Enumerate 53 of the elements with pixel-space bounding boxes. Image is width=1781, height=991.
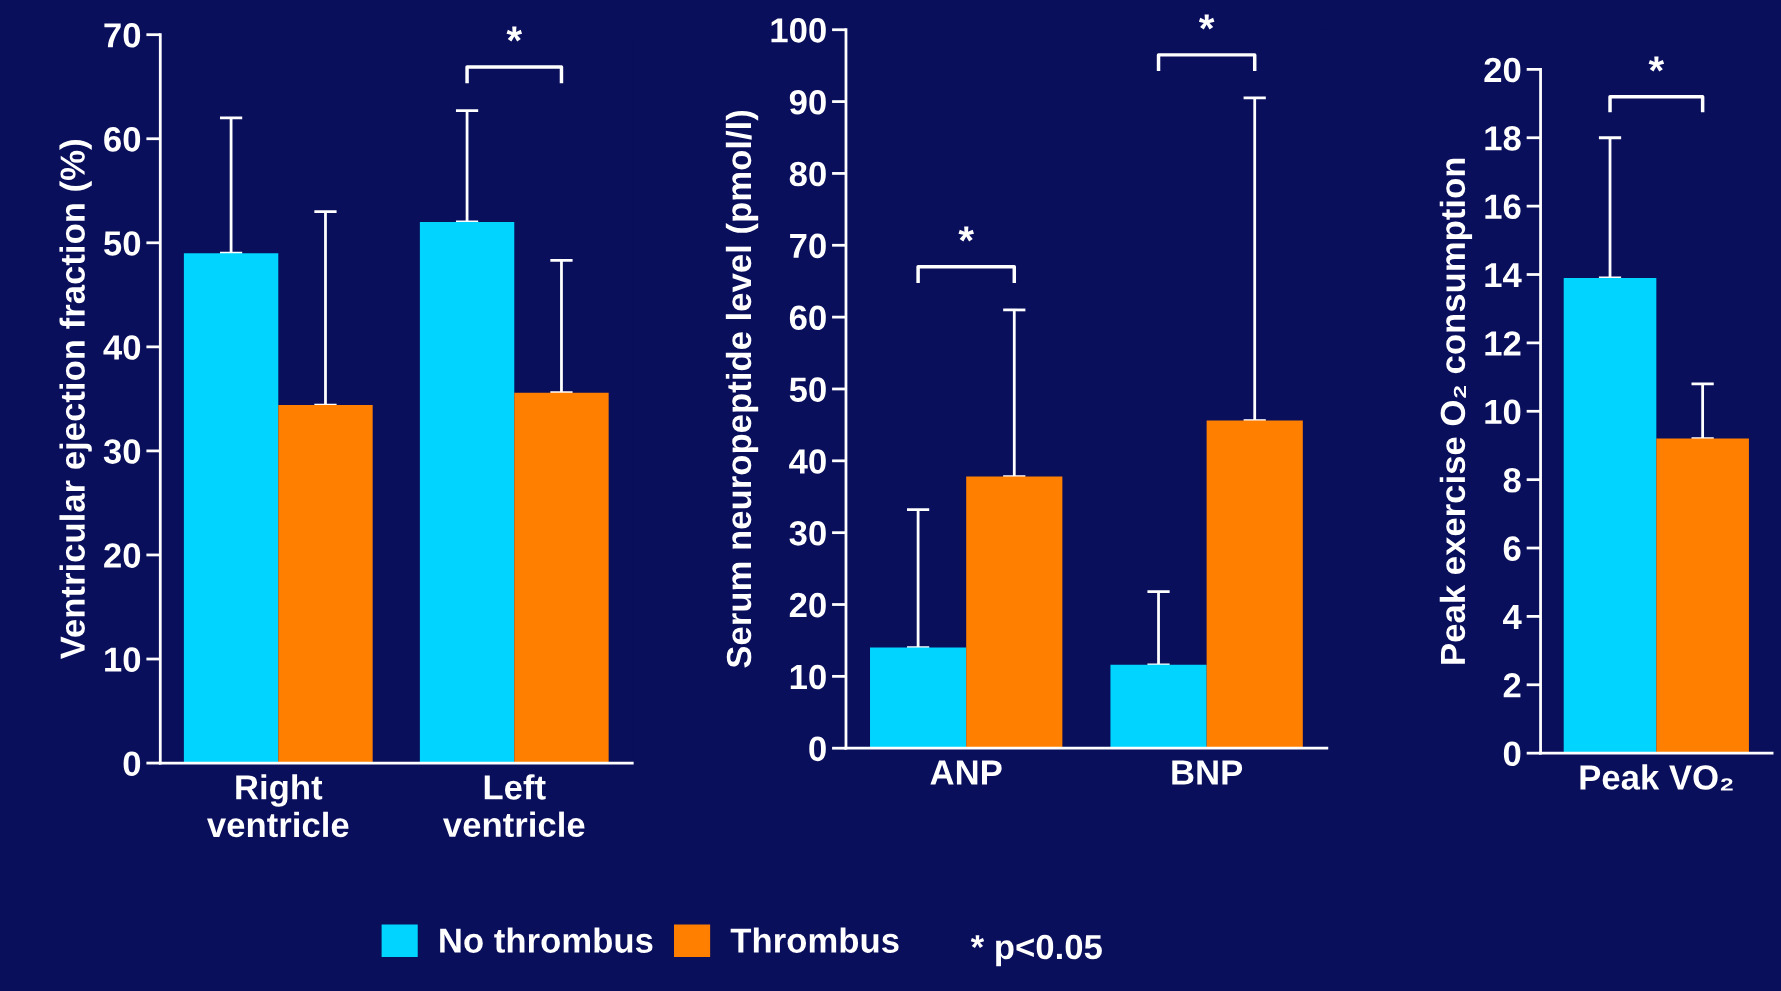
y-tick-label: 100 [771,18,826,43]
legend-label: Thrombus [730,927,899,953]
y-tick-label: 20 [1484,57,1521,83]
x-tick-label: Left ventricle [442,774,585,838]
y-tick-label: 40 [103,335,141,360]
y-tick-label: 2 [1503,673,1521,698]
annotation: * [1648,56,1665,72]
y-tick-label: 0 [123,751,141,776]
y-tick-label: 20 [789,592,826,618]
y-tick-label: 10 [790,664,826,690]
bar [278,405,373,764]
y-tick-label: 8 [1503,467,1521,493]
text: * [1198,14,1215,30]
y-tick-label: 18 [1485,126,1521,151]
y-tick-label: 50 [103,231,141,256]
y-tick-label: 60 [789,305,826,331]
annotation: * [506,26,523,42]
y-tick-label: 80 [789,161,826,187]
y-tick-label: 30 [789,521,826,546]
annotation: * [958,226,974,242]
y-axis-title: Ventricular ejection fraction (%) [59,140,92,660]
y-tick-label: 0 [1503,741,1521,767]
y-tick-label: 10 [1485,399,1521,425]
text: * p<0.05 [970,934,1102,967]
y-axis-title: Serum neuropeptide level (pmol/l) [725,110,759,668]
y-tick-label: 12 [1485,331,1521,356]
bar [966,476,1063,749]
y-axis-title: Peak exercise O₂ consumption [1439,158,1473,664]
bar [870,647,967,749]
y-tick-label: 14 [1485,263,1522,288]
legend-label: No thrombus [440,927,653,953]
y-tick-label: 20 [104,543,141,568]
y-tick-label: 4 [1503,605,1522,629]
bar [1206,420,1303,749]
x-tick-label: BNP [1172,760,1243,785]
bar [183,253,279,764]
y-tick-label: 70 [104,23,141,48]
y-tick-label: 40 [789,449,826,474]
y-tick-label: 60 [104,127,141,152]
y-tick-label: 6 [1503,536,1521,561]
x-tick-label: Peak VO₂ [1580,764,1733,791]
y-tick-label: 0 [809,736,826,762]
y-tick-label: 90 [789,89,826,115]
bar [419,221,515,764]
y-tick-label: 10 [105,647,141,672]
y-tick-label: 50 [789,377,826,402]
x-tick-label: Right ventricle [207,774,349,838]
bar [514,392,609,764]
y-tick-label: 70 [790,233,826,259]
y-tick-label: 16 [1485,194,1521,220]
x-tick-label: ANP [930,760,1002,785]
y-tick-label: 30 [103,439,141,464]
bar [1110,664,1207,749]
